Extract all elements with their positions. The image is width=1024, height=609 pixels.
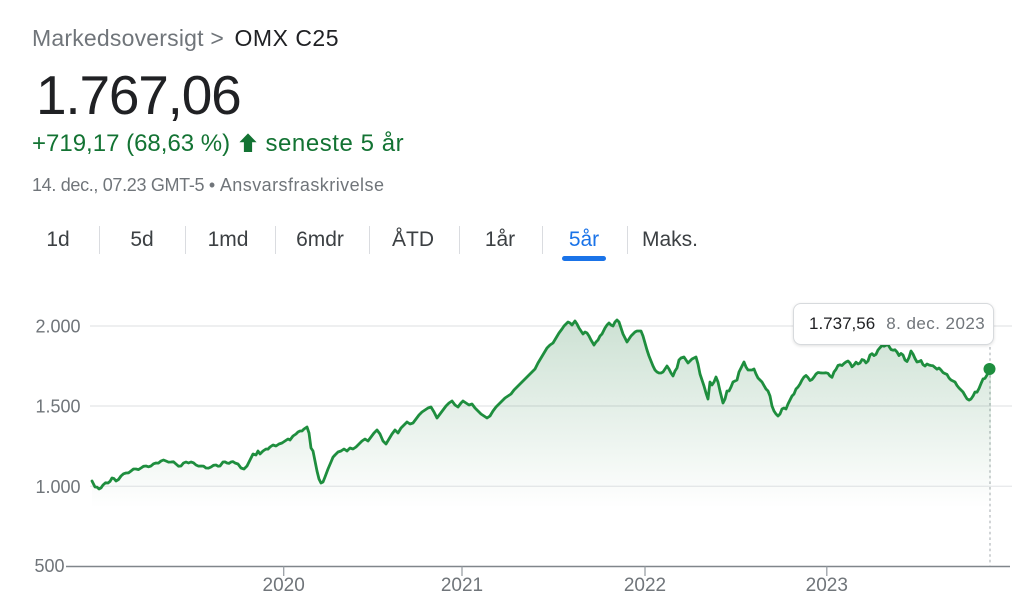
svg-text:2023: 2023 bbox=[806, 575, 848, 596]
svg-text:500: 500 bbox=[35, 556, 65, 576]
svg-text:2022: 2022 bbox=[624, 575, 666, 596]
svg-text:2.000: 2.000 bbox=[36, 317, 81, 337]
svg-text:2021: 2021 bbox=[441, 575, 483, 596]
svg-text:2020: 2020 bbox=[263, 575, 305, 596]
svg-text:1.000: 1.000 bbox=[36, 477, 81, 497]
svg-text:1.500: 1.500 bbox=[36, 397, 81, 417]
